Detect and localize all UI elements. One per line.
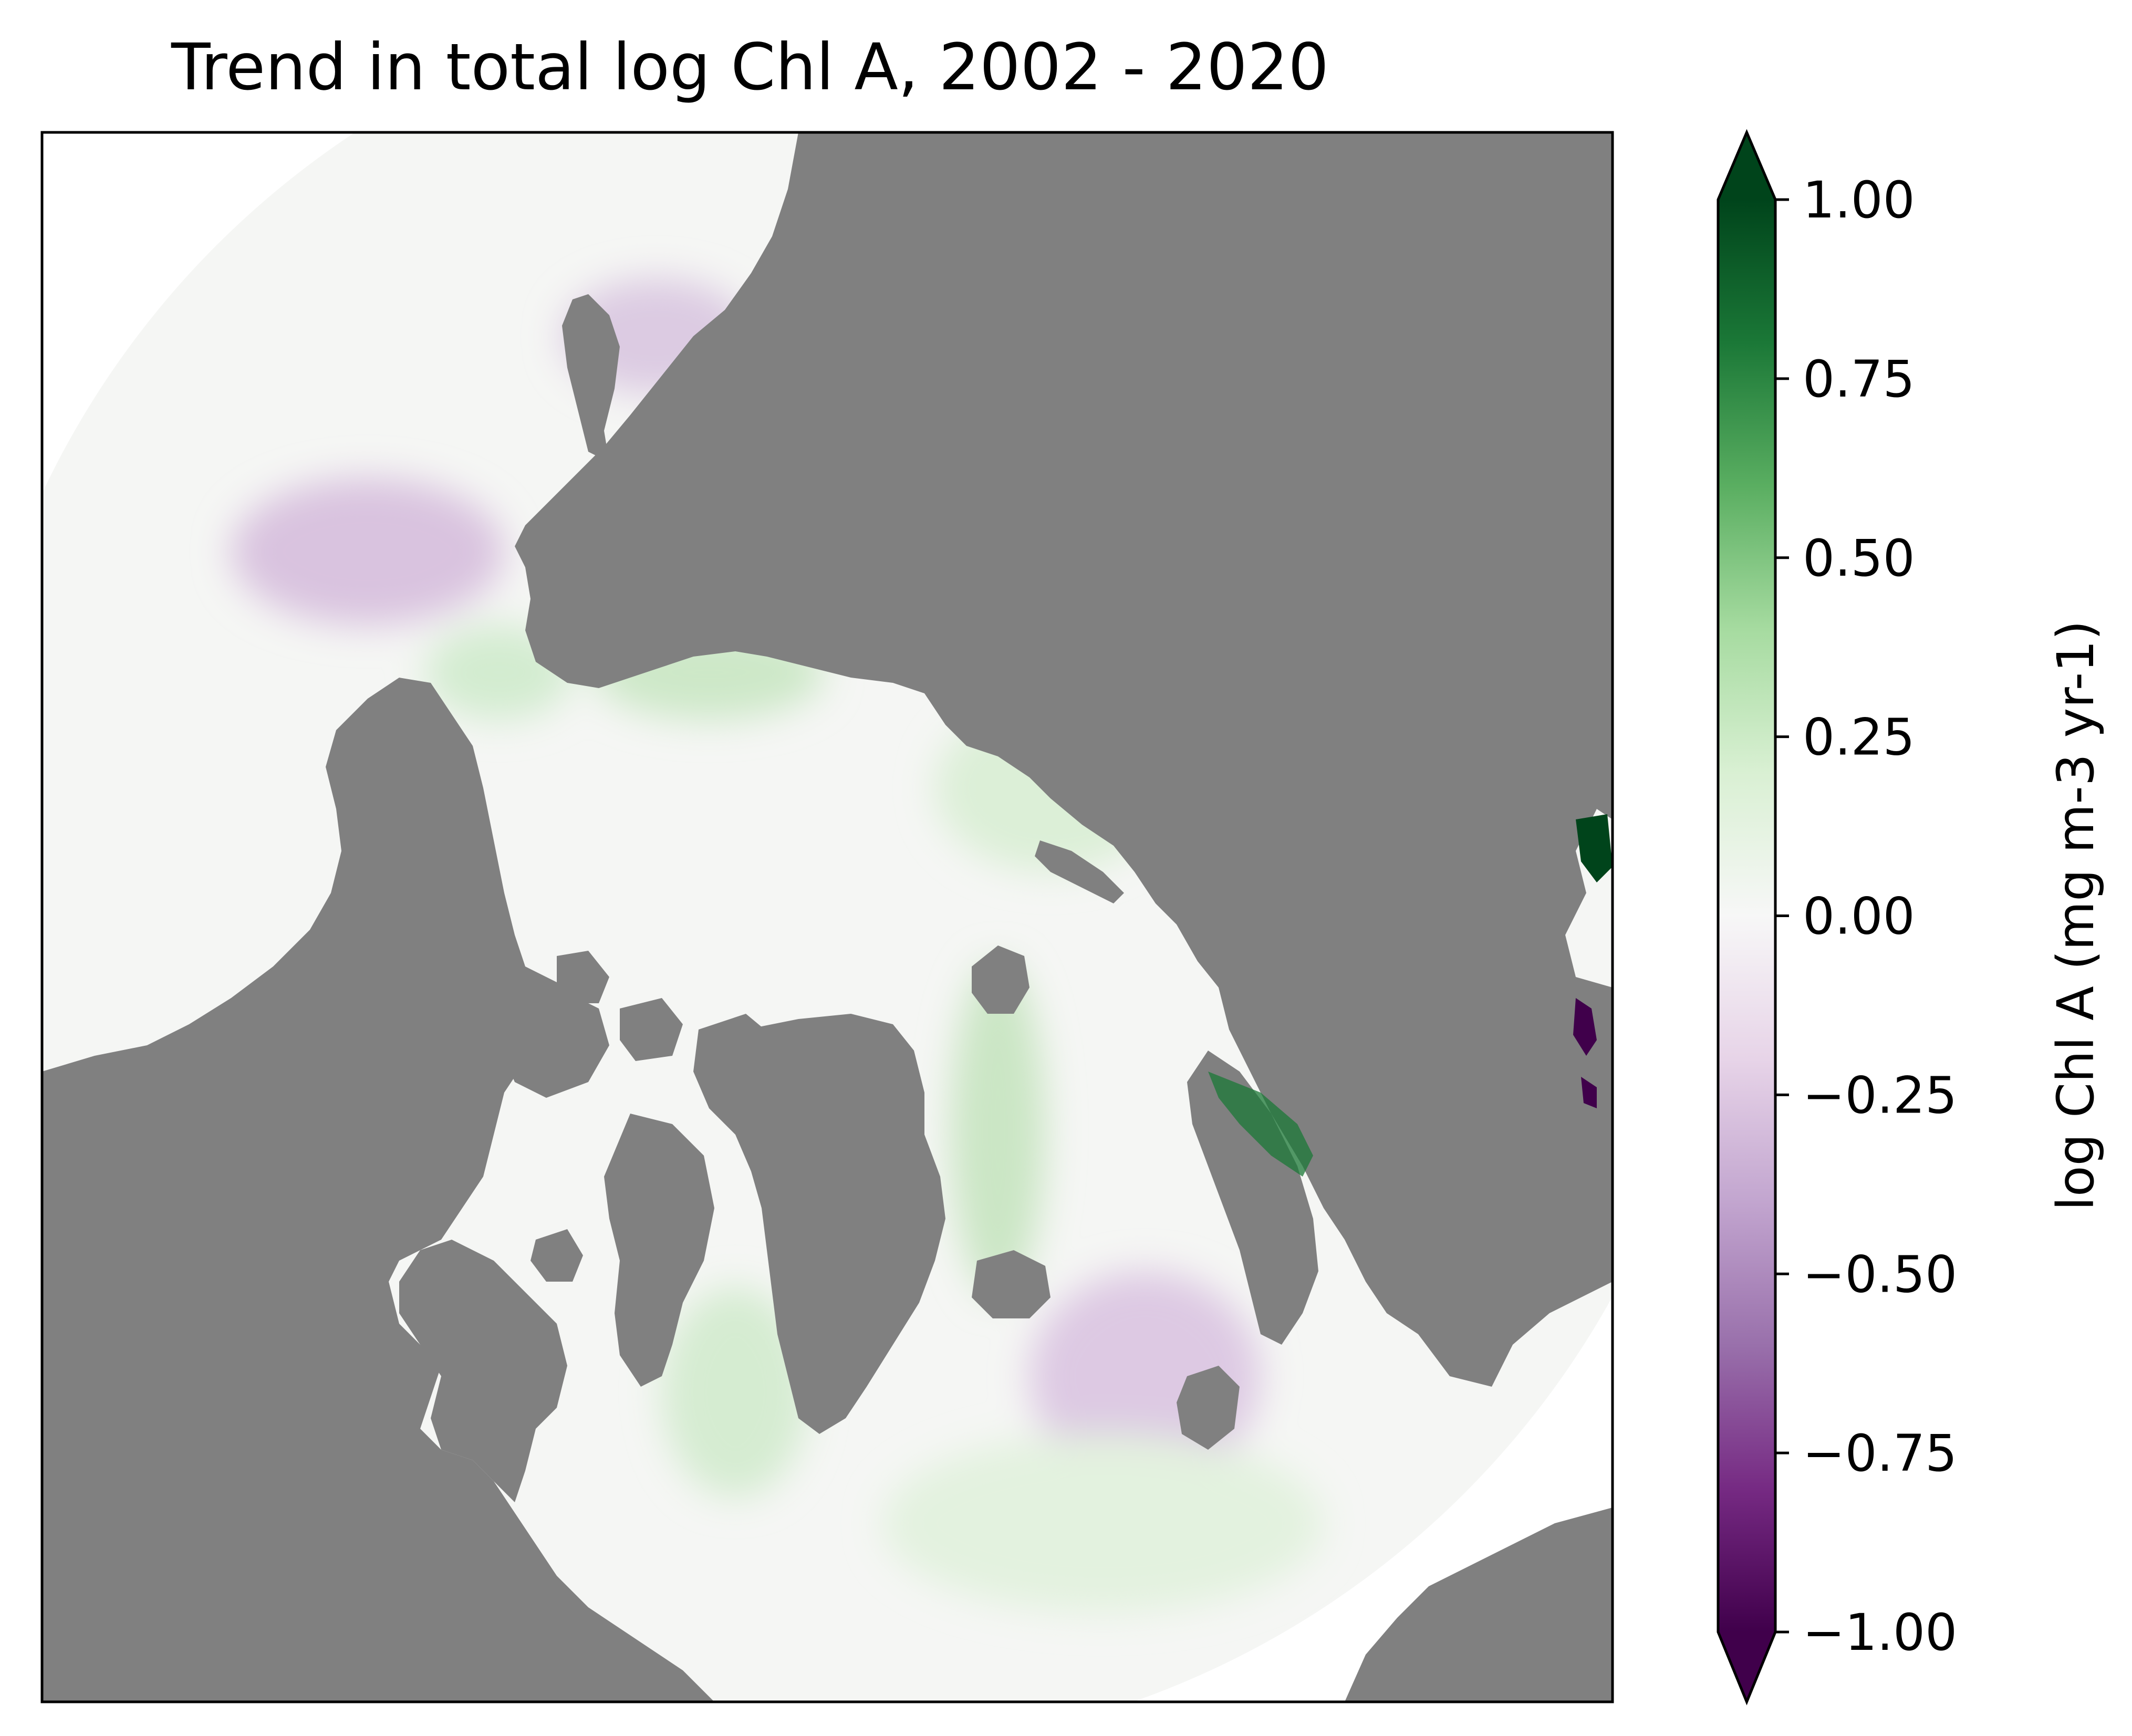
colorbar-tick-label: 0.50 <box>1803 529 1915 588</box>
land-devon-island <box>620 998 683 1061</box>
colorbar: 1.00 0.75 0.50 0.25 0.00 −0.25 −0.50 −0.75 −1.00… <box>1717 129 2105 1706</box>
colorbar-gradient <box>1718 200 1775 1632</box>
colorbar-tick-label: −0.25 <box>1803 1066 1957 1125</box>
land-svalbard <box>972 945 1029 1014</box>
land-southampton-island <box>531 1229 583 1282</box>
colorbar-extend-min <box>1718 1632 1775 1702</box>
land-kamchatka <box>562 294 620 462</box>
land-novaya-zemlya <box>1035 840 1124 903</box>
land <box>42 132 1613 1702</box>
land-baffin-island <box>604 1114 714 1387</box>
patch-bering-purple <box>231 478 504 625</box>
gulf-trend-green <box>1576 814 1613 882</box>
colorbar-tick-label: −1.00 <box>1803 1603 1957 1662</box>
colorbar-label: log Chl A (mg m-3 yr-1) <box>2046 620 2105 1211</box>
white-sea-trend <box>1208 1072 1313 1177</box>
land-scandinavia <box>1187 1051 1318 1345</box>
map-frame <box>40 131 1614 1703</box>
patch-atlantic-green <box>882 1434 1324 1613</box>
colorbar-ticks: 1.00 0.75 0.50 0.25 0.00 −0.25 −0.50 −0.75 −1.00 <box>1775 171 1957 1662</box>
patch-baffin-green <box>662 1287 809 1497</box>
land-british-isles <box>1177 1366 1240 1450</box>
patch-greenland-sea-green <box>951 961 1045 1297</box>
baltic-sea-trend <box>1573 998 1597 1056</box>
colorbar-tick-label: −0.75 <box>1803 1424 1957 1483</box>
colorbar-tick-label: 0.00 <box>1803 887 1915 946</box>
colorbar-tick-label: 0.25 <box>1803 708 1915 767</box>
land-greenland <box>704 1014 945 1434</box>
land-banks-island <box>557 951 609 1003</box>
colorbar-tick-label: −0.50 <box>1803 1245 1957 1304</box>
map-axes <box>42 132 1613 1702</box>
land-victoria-island <box>499 987 609 1098</box>
land-europe-south <box>1345 1508 1613 1702</box>
land-canada-interior <box>399 1240 567 1502</box>
colorbar-tick-label: 0.75 <box>1803 350 1915 409</box>
land-eurasia <box>515 132 1613 1387</box>
land-iceland <box>972 1250 1051 1318</box>
colorbar-tick-label: 1.00 <box>1803 171 1915 230</box>
chart-title: Trend in total log Chl A, 2002 - 2020 <box>171 30 1329 105</box>
colorbar-extend-max <box>1718 132 1775 200</box>
land-north-america <box>42 678 714 1702</box>
baltic-sea-trend-2 <box>1581 1077 1597 1108</box>
